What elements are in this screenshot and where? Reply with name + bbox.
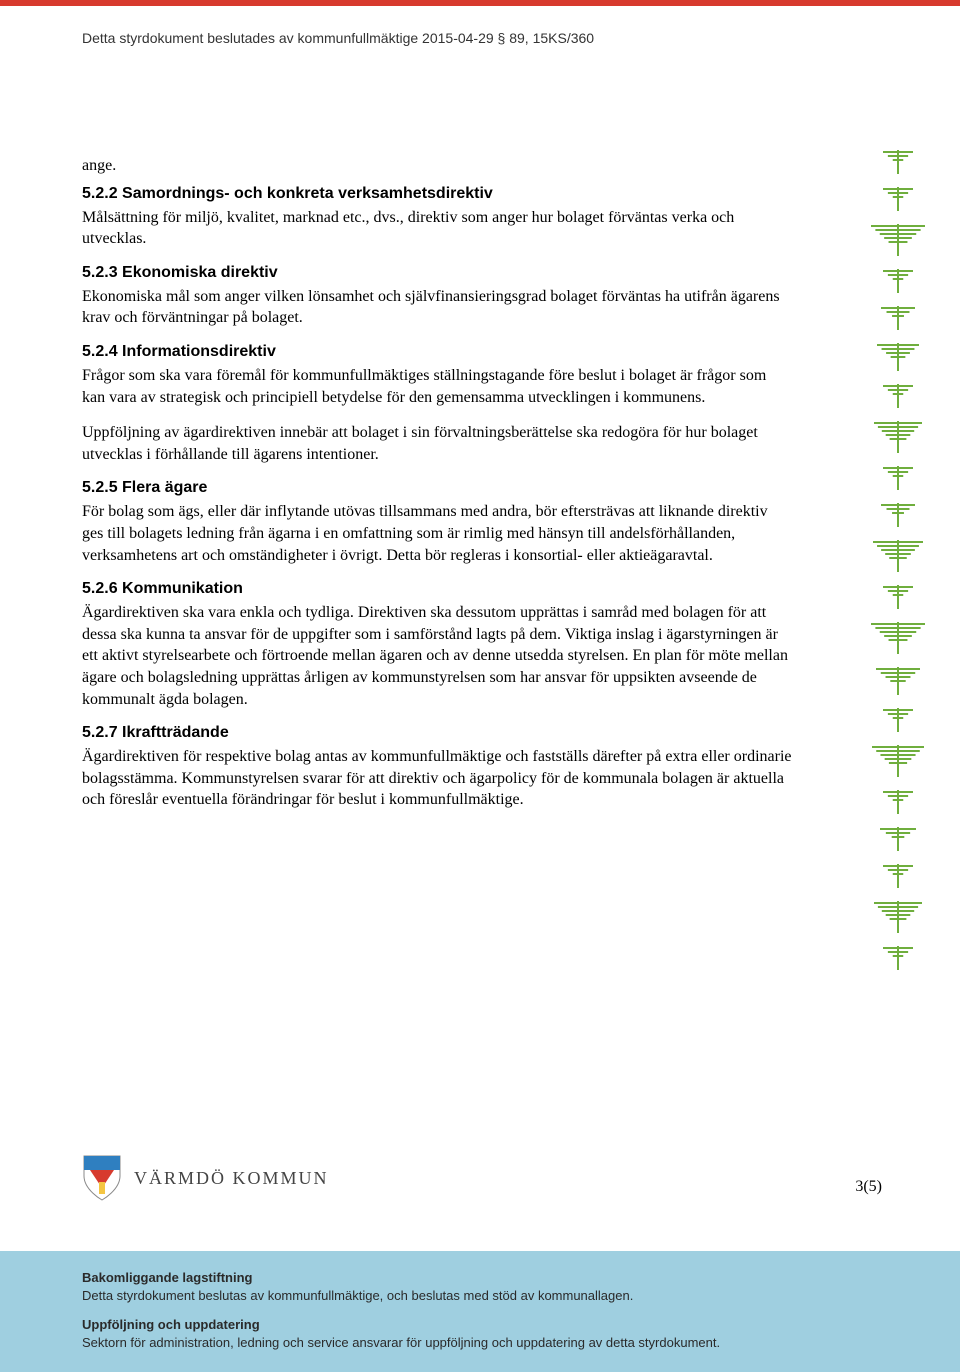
para-5-2-3: Ekonomiska mål som anger vilken lönsamhe…	[82, 286, 792, 329]
tree-glyph-icon	[870, 901, 926, 933]
shield-logo-icon	[82, 1154, 122, 1202]
tree-glyph-icon	[870, 708, 926, 732]
heading-5-2-3: 5.2.3 Ekonomiska direktiv	[82, 264, 792, 282]
para-5-2-4-a: Frågor som ska vara föremål för kommunfu…	[82, 365, 792, 408]
para-5-2-5: För bolag som ägs, eller där inflytande …	[82, 501, 792, 566]
brand-name: VÄRMDÖ KOMMUN	[134, 1168, 329, 1189]
tree-glyph-icon	[870, 790, 926, 814]
tree-glyph-icon	[870, 946, 926, 970]
footer-heading-1: Bakomliggande lagstiftning	[82, 1269, 878, 1287]
tree-glyph-icon	[870, 503, 926, 527]
para-5-2-7: Ägardirektiven för respektive bolag anta…	[82, 746, 792, 811]
tree-glyph-icon	[870, 187, 926, 211]
tree-glyph-icon	[870, 343, 926, 371]
footer-text-1: Detta styrdokument beslutas av kommunful…	[82, 1287, 878, 1305]
tree-glyph-icon	[870, 827, 926, 851]
lead-fragment: ange.	[82, 155, 792, 177]
tree-glyph-icon	[870, 585, 926, 609]
footer-text-2: Sektorn för administration, ledning och …	[82, 1334, 878, 1352]
footer-brand: VÄRMDÖ KOMMUN	[82, 1154, 329, 1202]
header-meta: Detta styrdokument beslutades av kommunf…	[82, 30, 594, 46]
tree-glyph-icon	[870, 466, 926, 490]
top-rule	[0, 0, 960, 6]
document-page: Detta styrdokument beslutades av kommunf…	[0, 0, 960, 1372]
heading-5-2-2: 5.2.2 Samordnings- och konkreta verksamh…	[82, 185, 792, 203]
tree-glyph-icon	[870, 269, 926, 293]
tree-glyph-icon	[870, 384, 926, 408]
heading-5-2-6: 5.2.6 Kommunikation	[82, 580, 792, 598]
heading-5-2-4: 5.2.4 Informationsdirektiv	[82, 343, 792, 361]
para-5-2-6: Ägardirektiven ska vara enkla och tydlig…	[82, 602, 792, 710]
tree-glyph-icon	[870, 421, 926, 453]
tree-glyph-icon	[870, 622, 926, 654]
tree-glyph-icon	[870, 540, 926, 572]
tree-glyph-icon	[870, 306, 926, 330]
tree-glyph-icon	[870, 864, 926, 888]
tree-glyph-icon	[870, 745, 926, 777]
page-number: 3(5)	[855, 1178, 882, 1196]
para-5-2-4-b: Uppföljning av ägardirektiven innebär at…	[82, 422, 792, 465]
footer-block: Bakomliggande lagstiftning Detta styrdok…	[0, 1251, 960, 1372]
tree-glyph-icon	[870, 224, 926, 256]
tree-glyph-icon	[870, 150, 926, 174]
tree-glyph-icon	[870, 667, 926, 695]
body-content: ange. 5.2.2 Samordnings- och konkreta ve…	[82, 155, 792, 825]
side-tree-ornament	[870, 150, 926, 983]
footer-heading-2: Uppföljning och uppdatering	[82, 1316, 878, 1334]
heading-5-2-7: 5.2.7 Ikraftträdande	[82, 724, 792, 742]
para-5-2-2: Målsättning för miljö, kvalitet, marknad…	[82, 207, 792, 250]
heading-5-2-5: 5.2.5 Flera ägare	[82, 479, 792, 497]
